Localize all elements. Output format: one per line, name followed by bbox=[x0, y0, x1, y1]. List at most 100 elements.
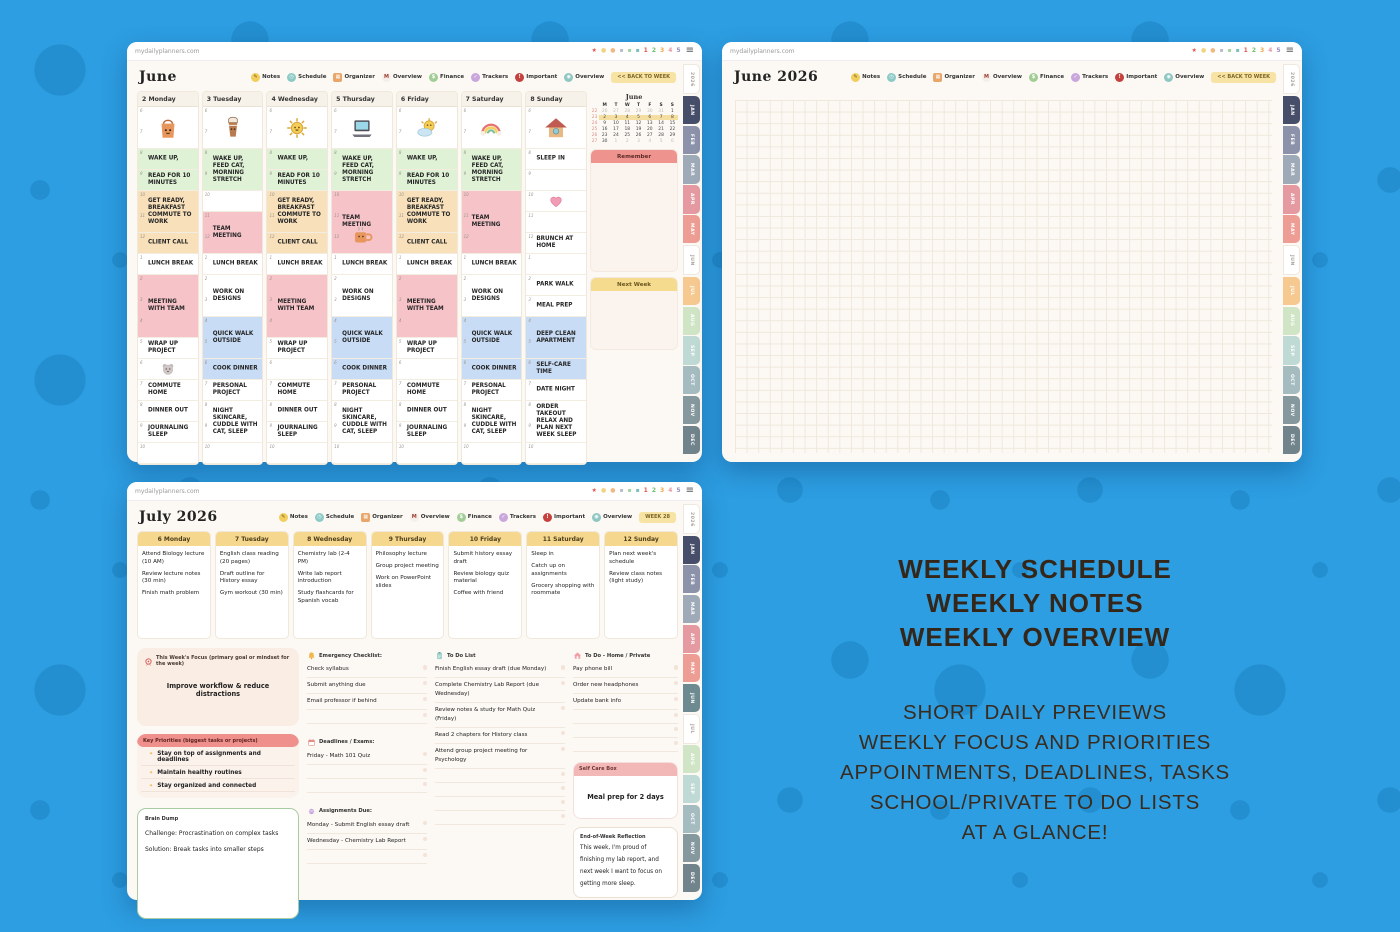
tab-5-icon[interactable]: 5 bbox=[676, 487, 681, 494]
checkbox-circle[interactable] bbox=[422, 665, 427, 670]
month-tab-jun[interactable]: JUN bbox=[683, 244, 700, 276]
schedule-event[interactable]: 9 JOURNALING SLEEP bbox=[267, 422, 328, 443]
month-tab-apr[interactable]: APR bbox=[683, 624, 700, 653]
checklist-row[interactable]: Pay phone bill bbox=[573, 662, 678, 678]
tab-2-icon[interactable]: 2 bbox=[651, 47, 657, 54]
orange-bookmark-icon[interactable]: ● bbox=[1210, 47, 1216, 54]
nav-item-overview[interactable]: ◉ Overview bbox=[564, 72, 604, 82]
checklist-row[interactable] bbox=[573, 710, 678, 724]
checklist-row[interactable] bbox=[307, 710, 427, 724]
nav-item-overview[interactable]: ◉ Overview bbox=[1164, 72, 1204, 82]
checkbox-circle[interactable] bbox=[560, 813, 565, 818]
calendar-day[interactable]: 5 bbox=[659, 139, 663, 144]
checklist-row[interactable]: Order new headphones bbox=[573, 678, 678, 694]
schedule-event[interactable]: 9 READ FOR 10 MINUTES bbox=[138, 170, 198, 191]
month-tab-oct[interactable]: OCT bbox=[1283, 366, 1300, 395]
schedule-event[interactable]: 1 LUNCH BREAK bbox=[138, 254, 198, 275]
nav-item-important[interactable]: ! Important bbox=[1115, 72, 1157, 82]
month-tab-aug[interactable]: AUG bbox=[683, 745, 700, 774]
nav-item-notes[interactable]: ✎ Notes bbox=[251, 72, 280, 82]
schedule-event[interactable]: 1 bbox=[526, 254, 587, 275]
calendar-day[interactable]: 24 bbox=[613, 133, 619, 138]
schedule-event[interactable]: 8 DINNER OUT bbox=[396, 401, 457, 422]
nav-item-schedule[interactable]: ◷ Schedule bbox=[887, 72, 926, 82]
checkbox-circle[interactable] bbox=[422, 836, 427, 842]
checkbox-circle[interactable] bbox=[422, 767, 427, 773]
tab-4-icon[interactable]: 4 bbox=[1268, 47, 1273, 54]
schedule-event[interactable]: 9 bbox=[526, 170, 587, 191]
calendar-day[interactable]: 8 bbox=[666, 115, 679, 120]
calendar-day[interactable]: 30 bbox=[647, 109, 653, 114]
checkbox-circle[interactable] bbox=[673, 696, 678, 702]
checklist-row[interactable]: Complete Chemistry Lab Report (due Wedne… bbox=[435, 678, 565, 703]
month-tab-apr[interactable]: APR bbox=[1283, 185, 1300, 214]
end-of-week-reflection[interactable]: End-of-Week Reflection This week, I'm pro… bbox=[573, 826, 678, 898]
calendar-day[interactable]: 20 bbox=[647, 127, 653, 132]
nav-item-overview[interactable]: ◉ Overview bbox=[592, 512, 632, 522]
schedule-event[interactable]: 5 WRAP UP PROJECT bbox=[396, 338, 457, 359]
calendar-day[interactable]: 2 bbox=[599, 115, 611, 120]
nav-item-notes[interactable]: ✎ Notes bbox=[278, 512, 308, 522]
schedule-event[interactable]: 8 DINNER OUT bbox=[267, 401, 328, 422]
schedule-event[interactable]: 6 SELF-CARE TIME bbox=[526, 359, 587, 380]
tab-2-icon[interactable]: 2 bbox=[1251, 47, 1257, 54]
calendar-day[interactable]: 4 bbox=[621, 115, 633, 120]
schedule-event[interactable]: 10 11 GET READY, BREAKFAST COMMUTE TO WORK bbox=[396, 191, 457, 233]
calendar-day[interactable]: 26 bbox=[601, 109, 608, 114]
checklist-row[interactable]: Submit anything due bbox=[307, 678, 427, 694]
schedule-event[interactable]: 10 11 GET READY, BREAKFAST COMMUTE TO WORK bbox=[138, 191, 198, 233]
checklist-row[interactable] bbox=[307, 779, 427, 793]
schedule-event[interactable]: 11 bbox=[526, 212, 587, 233]
schedule-event[interactable]: 10 11 12 TEAM MEETING bbox=[332, 191, 392, 254]
tab-3-icon[interactable]: 3 bbox=[660, 487, 665, 494]
schedule-event[interactable]: 7 DATE NIGHT bbox=[526, 380, 587, 401]
calendar-day[interactable]: 9 bbox=[603, 121, 607, 126]
schedule-event[interactable]: 1 LUNCH BREAK bbox=[461, 254, 522, 275]
tab-1-icon[interactable]: 1 bbox=[643, 487, 648, 494]
schedule-event[interactable]: 10 11 GET READY, BREAKFAST COMMUTE TO WORK bbox=[267, 191, 328, 233]
schedule-event[interactable]: 5 WRAP UP PROJECT bbox=[138, 338, 198, 359]
priority-item[interactable]: ✦ Maintain healthy routines bbox=[141, 766, 295, 779]
month-tab-jun[interactable]: JUN bbox=[683, 683, 700, 713]
schedule-event[interactable]: 10 bbox=[526, 443, 587, 464]
tab-5-icon[interactable]: 5 bbox=[676, 47, 681, 54]
schedule-event[interactable]: 8 9 ORDER TAKEOUT RELAX AND PLAN NEXT WEEK… bbox=[526, 401, 587, 443]
schedule-event[interactable]: 8 WAKE UP, bbox=[396, 149, 457, 170]
day-card[interactable]: 11 Saturday Sleep in Catch up on assignmen… bbox=[526, 531, 601, 639]
checkbox-circle[interactable] bbox=[673, 712, 678, 718]
checkbox-circle[interactable] bbox=[422, 751, 427, 757]
day-card[interactable]: 6 Monday Attend Biology lecture (10 AM) Re… bbox=[137, 531, 211, 639]
yellow-bookmark-icon[interactable]: ● bbox=[600, 487, 607, 494]
calendar-day[interactable]: 1 bbox=[614, 139, 618, 144]
schedule-event[interactable]: 1 LUNCH BREAK bbox=[396, 254, 457, 275]
day-card[interactable]: 7 Tuesday English class reading (20 pages… bbox=[214, 531, 289, 639]
back-to-week-button[interactable]: << BACK TO WEEK bbox=[611, 71, 676, 83]
checkbox-circle[interactable] bbox=[673, 726, 678, 732]
calendar-day[interactable]: 17 bbox=[613, 127, 619, 132]
tab-2-icon[interactable]: 2 bbox=[651, 487, 657, 494]
calendar-day[interactable]: 3 bbox=[610, 115, 622, 120]
priority-item[interactable]: ✦ Stay on top of assignments and deadline… bbox=[141, 747, 295, 766]
calendar-day[interactable]: 29 bbox=[635, 109, 642, 114]
calendar-day[interactable]: 14 bbox=[658, 121, 664, 126]
calendar-day[interactable]: 2 bbox=[625, 139, 629, 144]
calendar-day[interactable]: 1 bbox=[670, 109, 674, 114]
weekly-focus-box[interactable]: This Week's Focus (primary goal or minds… bbox=[137, 648, 299, 726]
teal-bookmark-icon[interactable]: ▪ bbox=[1235, 47, 1240, 54]
schedule-event[interactable]: 7 COMMUTE HOME bbox=[396, 380, 457, 401]
checklist-row[interactable] bbox=[573, 738, 678, 752]
yellow-bookmark-icon[interactable]: ● bbox=[600, 47, 607, 54]
nav-item-trackers[interactable]: ✓ Trackers bbox=[471, 72, 508, 82]
nav-item-overview[interactable]: M Overview bbox=[381, 72, 422, 82]
calendar-day[interactable]: 31 bbox=[658, 109, 664, 114]
calendar-day[interactable]: 4 bbox=[648, 139, 652, 144]
calendar-day[interactable]: 23 bbox=[601, 133, 608, 138]
schedule-event[interactable]: 10 bbox=[202, 443, 263, 464]
month-tab-aug[interactable]: AUG bbox=[1283, 306, 1300, 335]
schedule-event[interactable]: 10 bbox=[396, 443, 457, 464]
checkbox-circle[interactable] bbox=[422, 820, 427, 826]
teal-bookmark-icon[interactable]: ▪ bbox=[635, 47, 640, 54]
month-tab-jan[interactable]: JAN bbox=[683, 95, 700, 125]
brain-dump-box[interactable]: Brain Dump Challenge: Procrastination on … bbox=[137, 808, 299, 919]
